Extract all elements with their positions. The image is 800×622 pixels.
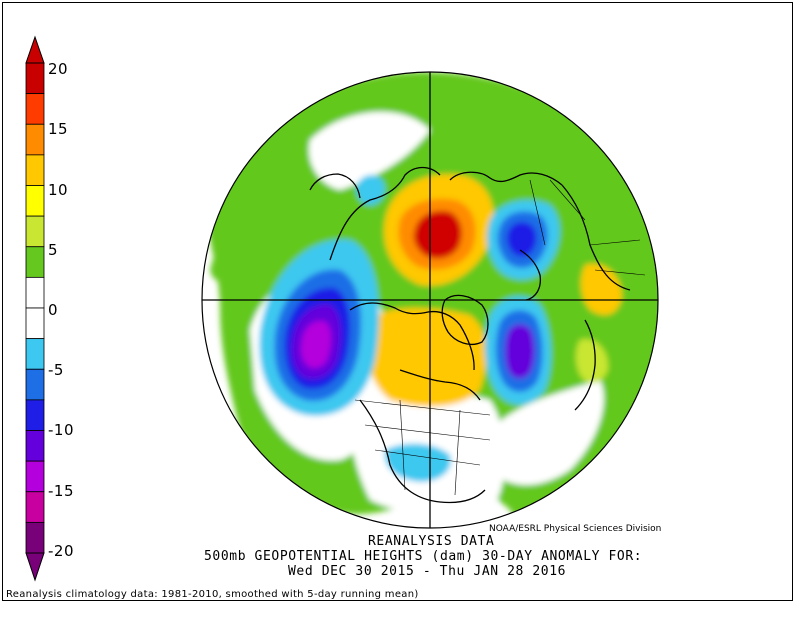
colorbar-cell <box>25 185 45 217</box>
red-center <box>413 210 462 259</box>
lightgreen-atlantic <box>575 339 609 384</box>
green-pacific-limb <box>210 228 247 282</box>
colorbar-tick-label: -15 <box>48 482 74 500</box>
colorbar-cell <box>25 307 45 340</box>
white-hole-atlantic <box>490 380 604 485</box>
credit-text: NOAA/ESRL Physical Sciences Division <box>489 524 662 534</box>
colorbar-cell <box>25 368 45 401</box>
neg-pacific-magenta <box>301 321 331 369</box>
colorbar-tick-label: 0 <box>48 301 59 319</box>
title-line-3: Wed DEC 30 2015 - Thu JAN 28 2016 <box>288 564 567 579</box>
neg-atlantic-violet <box>505 324 535 379</box>
coastlines <box>309 166 631 504</box>
neg-us-cyan <box>384 443 451 482</box>
colorbar-cell <box>25 154 45 186</box>
colorbar-cell <box>25 93 45 125</box>
colorbar-cell <box>25 399 45 431</box>
colorbar-cell <box>25 521 45 554</box>
anomaly-field <box>207 72 658 528</box>
colorbar-tick-label: 20 <box>48 60 69 78</box>
colorbar-top-arrow <box>25 35 45 64</box>
colorbar: 20 15 10 5 0 -5 -10 -15 -20 <box>0 0 90 618</box>
title-line-1: REANALYSIS DATA <box>368 534 495 549</box>
footer-note: Reanalysis climatology data: 1981-2010, … <box>6 589 419 600</box>
yellow-canada <box>366 308 487 407</box>
colorbar-tick-label: -10 <box>48 421 74 439</box>
colorbar-tick-label: -20 <box>48 542 74 560</box>
colorbar-cell <box>25 215 45 248</box>
colorbar-tick-label: 5 <box>48 241 59 259</box>
yellow-europe <box>580 263 622 315</box>
title-line-2: 500mb GEOPOTENTIAL HEIGHTS (dam) 30-DAY … <box>204 549 643 564</box>
colorbar-cell <box>25 338 45 370</box>
white-patch-north <box>309 111 430 190</box>
colorbar-cell <box>25 491 45 523</box>
colorbar-cell <box>25 123 45 156</box>
colorbar-cell <box>25 460 45 493</box>
colorbar-cell <box>25 246 45 278</box>
plot-frame <box>2 2 793 601</box>
colorbar-bottom-arrow <box>25 552 45 582</box>
colorbar-cell <box>25 430 45 462</box>
colorbar-tick-label: 15 <box>48 120 69 138</box>
colorbar-tick-label: -5 <box>48 361 64 379</box>
colorbar-cell <box>25 62 45 95</box>
polar-map <box>201 71 659 529</box>
neg-europe-indigo <box>506 222 537 257</box>
colorbar-svg <box>25 35 45 582</box>
colorbar-tick-label: 10 <box>48 181 69 199</box>
colorbar-cell <box>25 276 45 309</box>
